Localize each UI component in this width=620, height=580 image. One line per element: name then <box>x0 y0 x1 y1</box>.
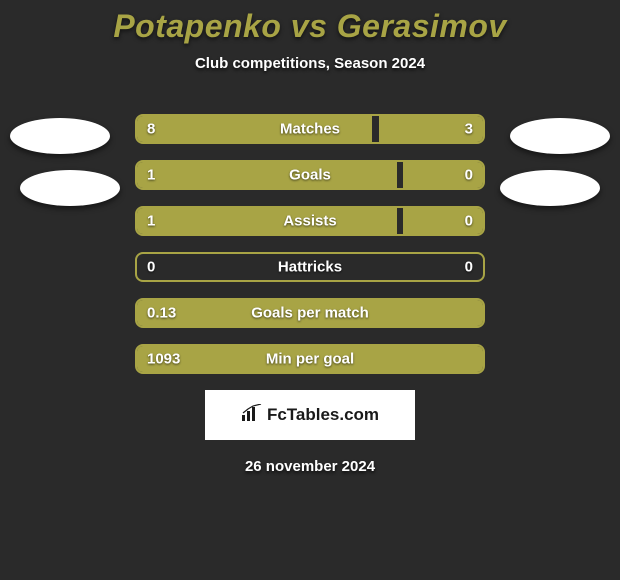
bar-value-right: 3 <box>465 121 473 138</box>
bar-value-right: 0 <box>465 167 473 184</box>
player2-badge-1 <box>510 118 610 154</box>
logo-box: FcTables.com <box>205 390 415 440</box>
bar-value-right: 0 <box>465 259 473 276</box>
bar-assists: 1 Assists 0 <box>135 206 485 236</box>
bar-label: Assists <box>137 213 483 230</box>
player1-badge-2 <box>20 170 120 206</box>
date: 26 november 2024 <box>0 458 620 475</box>
bar-goals-per-match: 0.13 Goals per match <box>135 298 485 328</box>
bar-hattricks: 0 Hattricks 0 <box>135 252 485 282</box>
bar-goals: 1 Goals 0 <box>135 160 485 190</box>
logo-text: FcTables.com <box>267 405 379 425</box>
page-title: Potapenko vs Gerasimov <box>0 8 620 45</box>
bar-min-per-goal: 1093 Min per goal <box>135 344 485 374</box>
bar-matches: 8 Matches 3 <box>135 114 485 144</box>
bar-label: Matches <box>137 121 483 138</box>
bar-label: Hattricks <box>137 259 483 276</box>
player2-badge-2 <box>500 170 600 206</box>
player1-badge-1 <box>10 118 110 154</box>
bar-label: Goals <box>137 167 483 184</box>
bar-value-right: 0 <box>465 213 473 230</box>
bar-label: Goals per match <box>137 305 483 322</box>
bar-label: Min per goal <box>137 351 483 368</box>
subtitle: Club competitions, Season 2024 <box>0 55 620 72</box>
chart-icon <box>241 404 263 427</box>
fctables-logo: FcTables.com <box>241 404 379 427</box>
comparison-card: Potapenko vs Gerasimov Club competitions… <box>0 0 620 580</box>
